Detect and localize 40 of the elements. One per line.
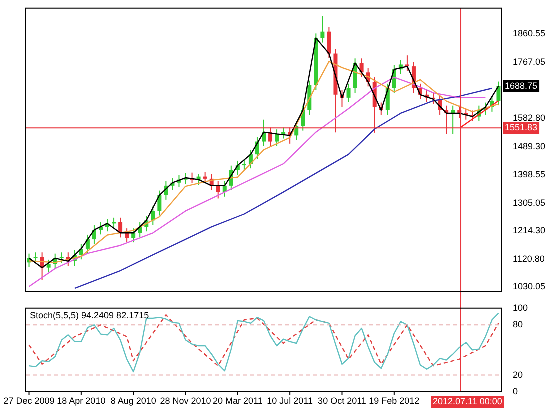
candlestick [60,252,64,264]
x-tick-label: 10 Jul 2011 [267,396,314,406]
y-tick-label: 80 [513,320,524,330]
y-tick-label: 1398.55 [513,169,546,180]
y-tick-label: 1214.30 [513,225,546,236]
y-tick-label: 0 [513,386,518,396]
candlestick [327,26,332,59]
candlestick [496,81,501,106]
y-tick-label: 1120.80 [513,254,545,264]
candlestick [320,16,325,44]
y-tick-label: 20 [513,370,524,380]
y-tick-label: 100 [513,302,528,313]
candlestick [46,259,51,273]
x-tick-label: 27 Dec 2009 [4,396,55,406]
candlestick [275,129,280,147]
chart-title: Stoch(5,5,5) 94.2409 82.1715 [30,310,150,320]
candlestick [405,55,410,72]
candlestick [360,58,364,78]
y-tick-label: 1305.05 [513,198,546,208]
annotation: 1688.75 [505,80,538,91]
y-tick-label: 1582.80 [513,113,546,124]
x-tick-label: 20 Mar 2011 [212,396,263,406]
ref-line-label: 1551.83 [505,122,538,133]
x-tick-label: 19 Feb 2012 [369,396,420,406]
candlestick [34,252,38,264]
candlestick [125,228,130,244]
candlestick [158,190,162,216]
candlestick [346,83,351,103]
x-tick-label: 18 Apr 2010 [57,396,106,406]
candlestick [216,180,220,200]
ref-line-label: 2012.07.11 00:00 [433,396,502,406]
x-tick-label: 30 Oct 2011 [318,396,366,406]
candlestick [242,158,246,171]
candlestick [132,228,136,244]
x-tick-label: 8 Aug 2010 [110,396,156,406]
y-tick-label: 1489.30 [513,142,546,152]
x-tick-label: 28 Nov 2010 [160,396,212,406]
y-tick-label: 1030.05 [513,282,546,292]
y-tick-label: 1767.05 [513,57,546,68]
y-tick-label: 1860.55 [513,28,546,39]
